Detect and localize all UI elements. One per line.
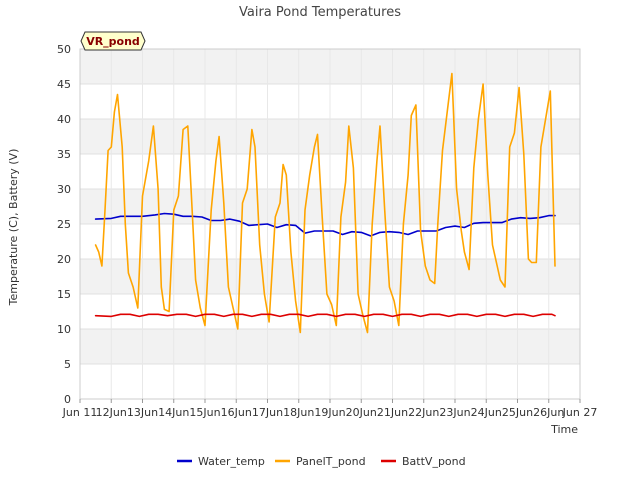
x-tick-label: 15Jun (189, 406, 220, 419)
x-axis-label: Time (550, 423, 578, 436)
x-tick-label: 12Jun (96, 406, 127, 419)
y-tick-label: 15 (57, 288, 71, 301)
x-tick-label: Jun 11 (62, 406, 98, 419)
badge-shape (80, 31, 146, 51)
x-tick-label: 25Jun (502, 406, 533, 419)
x-tick-label: 26Jun (533, 406, 564, 419)
y-tick-label: 20 (57, 253, 71, 266)
y-tick-label: 30 (57, 183, 71, 196)
legend-label: BattV_pond (402, 455, 466, 468)
y-tick-label: 10 (57, 323, 71, 336)
x-tick-label: 23Jun (439, 406, 470, 419)
legend: Water_temp PanelT_pond BattV_pond (177, 455, 466, 468)
series-line-battv-pond (94, 313, 556, 318)
series-line-water-temp (94, 212, 556, 237)
badge-label: VR_pond (86, 35, 140, 48)
y-axis-label: Temperature (C), Battery (V) (7, 149, 20, 307)
y-axis-ticks: 0 5 10 15 20 25 30 35 40 45 50 (57, 43, 71, 406)
x-tick-label: 20Jun (346, 406, 377, 419)
chart-title: Vaira Pond Temperatures (239, 5, 401, 20)
x-tick-label: Jun 27 (562, 406, 598, 419)
x-tick-label: 13Jun (127, 406, 158, 419)
series-line-panelt-pond (94, 72, 556, 334)
x-tick-label: 24Jun (471, 406, 502, 419)
x-tick-label: 19Jun (314, 406, 345, 419)
y-tick-label: 45 (57, 78, 71, 91)
y-tick-label: 40 (57, 113, 71, 126)
station-badge: VR_pond (80, 31, 146, 51)
y-tick-label: 0 (64, 393, 71, 406)
x-tick-label: 21Jun (377, 406, 408, 419)
x-tick-label: 18Jun (283, 406, 314, 419)
x-tick-label: 14Jun (158, 406, 189, 419)
x-tick-label: 17Jun (252, 406, 283, 419)
y-tick-label: 50 (57, 43, 71, 56)
legend-label: Water_temp (198, 455, 265, 468)
legend-label: PanelT_pond (296, 455, 366, 468)
x-tick-label: 22Jun (408, 406, 439, 419)
y-tick-label: 35 (57, 148, 71, 161)
y-tick-label: 5 (64, 358, 71, 371)
series-group (94, 72, 556, 334)
x-tick-label: 16Jun (221, 406, 252, 419)
y-tick-label: 25 (57, 218, 71, 231)
